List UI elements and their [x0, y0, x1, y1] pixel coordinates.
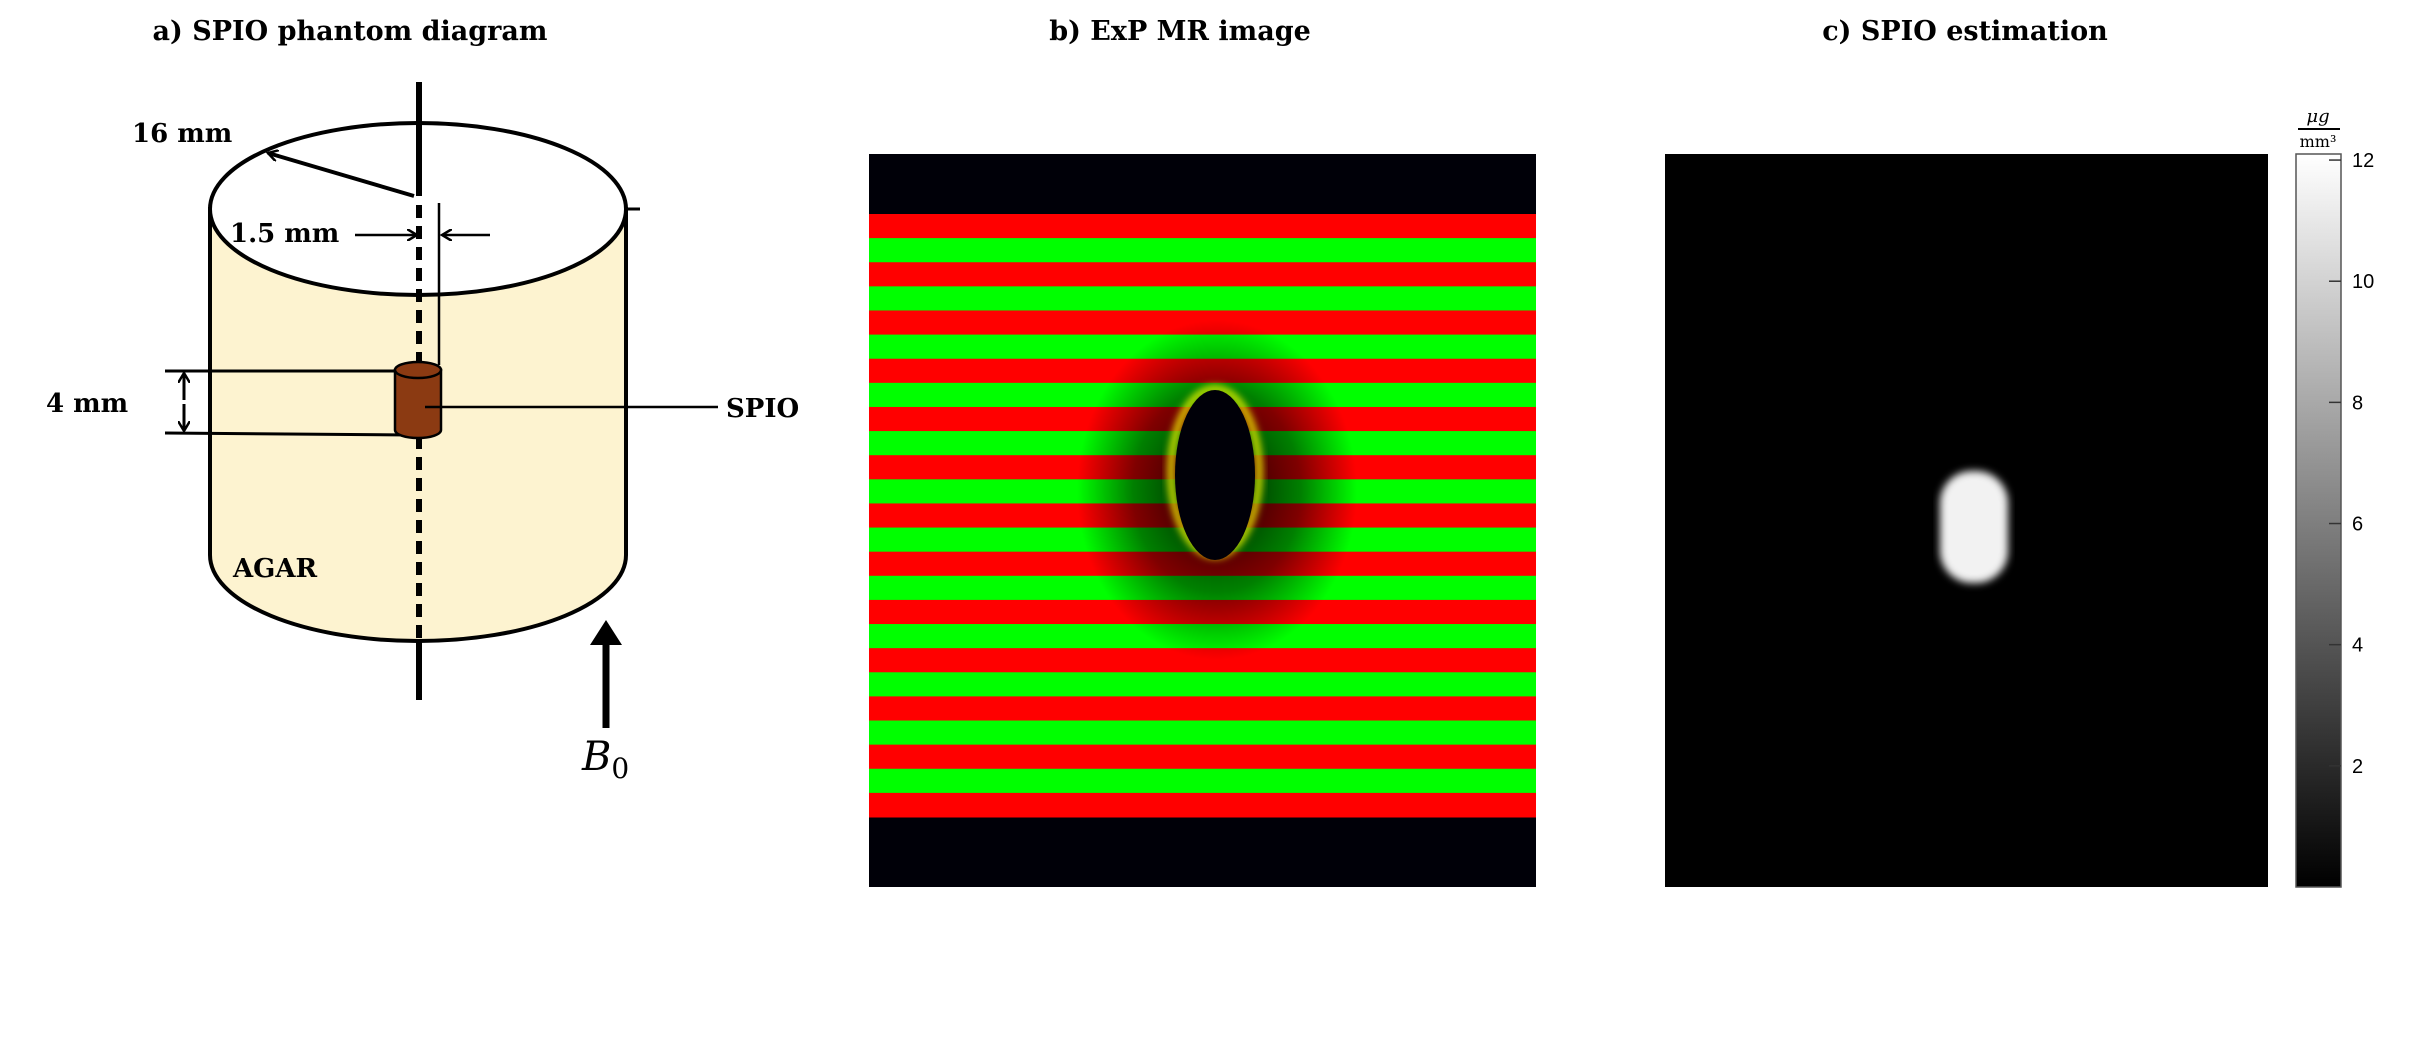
- spio-label: SPIO: [726, 394, 799, 424]
- mr-stripe: [869, 238, 1536, 263]
- b0-arrow-head: [590, 620, 622, 645]
- spio-cylinder: [393, 368, 443, 440]
- radius-arrow: [268, 153, 415, 198]
- signal-void: [1175, 390, 1255, 560]
- colorbar-tick-label: 12: [2352, 150, 2374, 172]
- mr-stripe: [869, 792, 1536, 818]
- colorbar: [2295, 153, 2342, 888]
- colorbar-ticks: 2 4 6 8 10 12: [2329, 150, 2374, 778]
- panel-b-title: b) ExP MR image: [1049, 16, 1311, 47]
- radius-label: 16 mm: [132, 119, 232, 149]
- mr-stripe: [869, 286, 1536, 311]
- panel-c-spio-estimation: c) SPIO estimation 2 4 6 8 10 12 μg mm³: [1665, 16, 2374, 888]
- panel-a-title: a) SPIO phantom diagram: [153, 16, 548, 47]
- b0-label: B0: [581, 734, 629, 785]
- mr-stripe: [869, 768, 1536, 794]
- mr-stripe: [869, 696, 1536, 722]
- colorbar-tick-label: 8: [2352, 392, 2363, 414]
- colorbar-tick-label: 2: [2352, 756, 2363, 778]
- mr-stripe: [869, 262, 1536, 287]
- colorbar-unit-denominator: mm³: [2300, 132, 2337, 151]
- mr-stripe: [869, 720, 1536, 746]
- spio-cylinder-top: [393, 360, 443, 380]
- agar-label: AGAR: [232, 554, 318, 584]
- b0-label-main: B: [581, 734, 611, 780]
- colorbar-tick-label: 10: [2352, 271, 2374, 293]
- colorbar-unit-numerator: μg: [2306, 106, 2329, 127]
- mr-stripe: [869, 214, 1536, 239]
- mr-stripe: [869, 744, 1536, 770]
- spio-estimate-blob: [1940, 471, 2008, 583]
- colorbar-tick-label: 6: [2352, 514, 2363, 536]
- mr-stripe: [869, 672, 1536, 697]
- b0-label-subscript: 0: [611, 752, 629, 785]
- tube-width-label: 1.5 mm: [230, 219, 339, 249]
- panel-a-phantom-diagram: a) SPIO phantom diagram 16 mm 1.5 mm 4 m…: [46, 16, 799, 785]
- spio-height-label: 4 mm: [46, 389, 128, 419]
- panel-b-mr-image: b) ExP MR image: [869, 16, 1536, 887]
- dimension-line-bottom: [164, 431, 411, 437]
- panel-c-title: c) SPIO estimation: [1822, 16, 2108, 47]
- colorbar-tick-label: 4: [2352, 635, 2363, 657]
